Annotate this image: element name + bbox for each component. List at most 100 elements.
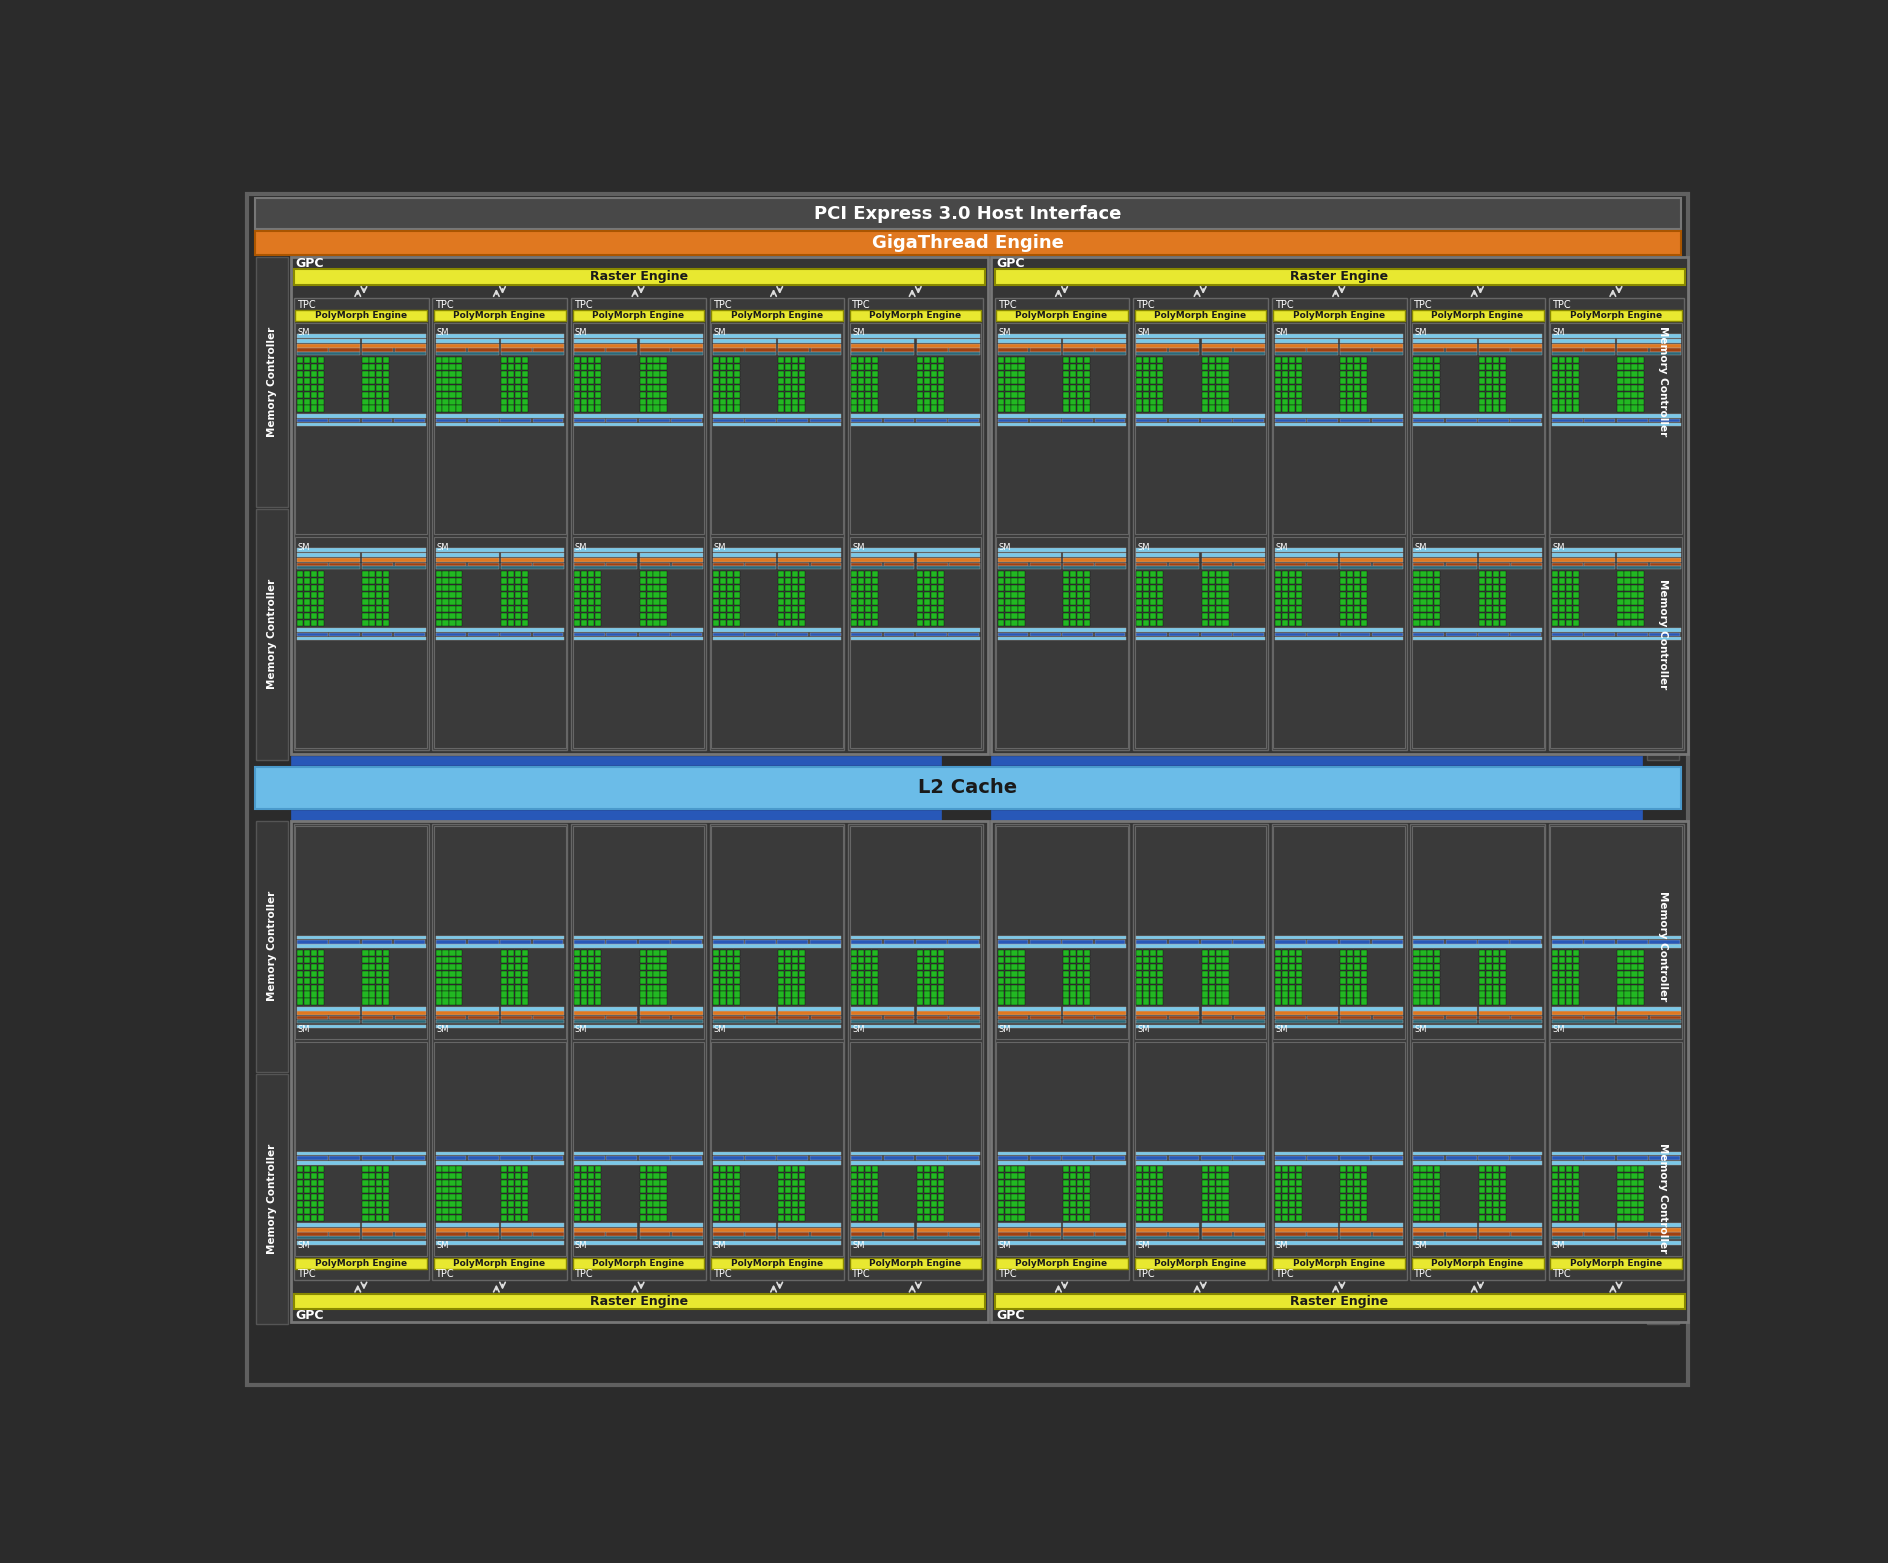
- Bar: [587, 1166, 595, 1172]
- Bar: [1573, 999, 1578, 1005]
- Bar: [727, 399, 733, 405]
- Bar: [1493, 378, 1499, 384]
- Bar: [449, 599, 455, 605]
- Bar: [793, 971, 799, 977]
- Bar: [317, 356, 325, 363]
- Bar: [370, 1200, 376, 1207]
- Bar: [582, 405, 587, 411]
- Bar: [1201, 1208, 1208, 1214]
- Text: PolyMorph Engine: PolyMorph Engine: [1016, 1258, 1108, 1268]
- Bar: [329, 1016, 361, 1019]
- Bar: [1361, 985, 1367, 991]
- Bar: [918, 619, 923, 625]
- Bar: [574, 1229, 638, 1232]
- Bar: [638, 419, 670, 422]
- Bar: [362, 378, 368, 384]
- Bar: [1340, 339, 1403, 344]
- Bar: [851, 352, 914, 355]
- Bar: [712, 1043, 842, 1255]
- Bar: [1137, 638, 1265, 641]
- Bar: [714, 628, 842, 631]
- Bar: [785, 977, 791, 983]
- Bar: [851, 414, 980, 417]
- Bar: [1142, 356, 1150, 363]
- Bar: [1414, 549, 1542, 552]
- Bar: [778, 419, 808, 422]
- Bar: [1018, 1194, 1025, 1200]
- Bar: [1486, 1186, 1492, 1193]
- Bar: [1150, 999, 1155, 1005]
- Bar: [1142, 592, 1150, 599]
- Bar: [1340, 999, 1346, 1005]
- Bar: [1018, 1186, 1025, 1193]
- Bar: [851, 1157, 882, 1160]
- Bar: [778, 378, 784, 384]
- Bar: [587, 585, 595, 591]
- Bar: [1290, 1186, 1295, 1193]
- Bar: [1552, 985, 1558, 991]
- Bar: [1142, 606, 1150, 611]
- Text: PolyMorph Engine: PolyMorph Engine: [593, 311, 683, 320]
- Bar: [793, 991, 799, 997]
- Bar: [521, 613, 529, 619]
- Bar: [1584, 349, 1614, 352]
- Bar: [1295, 999, 1303, 1005]
- Bar: [1340, 599, 1346, 605]
- Bar: [442, 606, 449, 611]
- Bar: [1137, 419, 1167, 422]
- Bar: [317, 599, 325, 605]
- Bar: [931, 991, 936, 997]
- Bar: [1295, 964, 1303, 971]
- Bar: [295, 324, 427, 535]
- Bar: [1618, 566, 1680, 569]
- Bar: [851, 566, 914, 569]
- Bar: [296, 339, 361, 344]
- Bar: [778, 384, 784, 391]
- Bar: [1340, 392, 1346, 397]
- Bar: [714, 613, 719, 619]
- Bar: [1137, 585, 1142, 591]
- Bar: [1295, 1174, 1303, 1180]
- Bar: [1631, 592, 1637, 599]
- Bar: [370, 578, 376, 585]
- Bar: [1031, 419, 1061, 422]
- Bar: [1412, 538, 1544, 749]
- Bar: [640, 384, 646, 391]
- Bar: [376, 378, 383, 384]
- Bar: [646, 370, 653, 377]
- Bar: [1427, 1174, 1433, 1180]
- Bar: [793, 957, 799, 963]
- Bar: [1282, 957, 1288, 963]
- Bar: [1150, 378, 1155, 384]
- Bar: [714, 638, 842, 641]
- Bar: [436, 1016, 466, 1019]
- Bar: [1076, 606, 1084, 611]
- Bar: [296, 424, 425, 427]
- Bar: [1361, 977, 1367, 983]
- Bar: [799, 392, 804, 397]
- Bar: [1095, 1016, 1127, 1019]
- Bar: [1420, 619, 1427, 625]
- Bar: [859, 1174, 865, 1180]
- Bar: [1340, 1194, 1346, 1200]
- Bar: [457, 356, 463, 363]
- Bar: [653, 405, 659, 411]
- Bar: [1137, 405, 1142, 411]
- Bar: [1070, 1194, 1076, 1200]
- Bar: [640, 349, 670, 352]
- Bar: [1274, 585, 1280, 591]
- Bar: [436, 1208, 442, 1214]
- Bar: [1639, 1166, 1644, 1172]
- Bar: [587, 964, 595, 971]
- Bar: [362, 1200, 368, 1207]
- Bar: [1012, 1180, 1018, 1186]
- Bar: [1565, 356, 1573, 363]
- Bar: [1420, 977, 1427, 983]
- Bar: [640, 558, 702, 561]
- Bar: [714, 1200, 719, 1207]
- Bar: [1201, 633, 1231, 636]
- Bar: [1274, 414, 1403, 417]
- Bar: [778, 405, 784, 411]
- Bar: [778, 553, 842, 556]
- Bar: [1412, 1258, 1544, 1269]
